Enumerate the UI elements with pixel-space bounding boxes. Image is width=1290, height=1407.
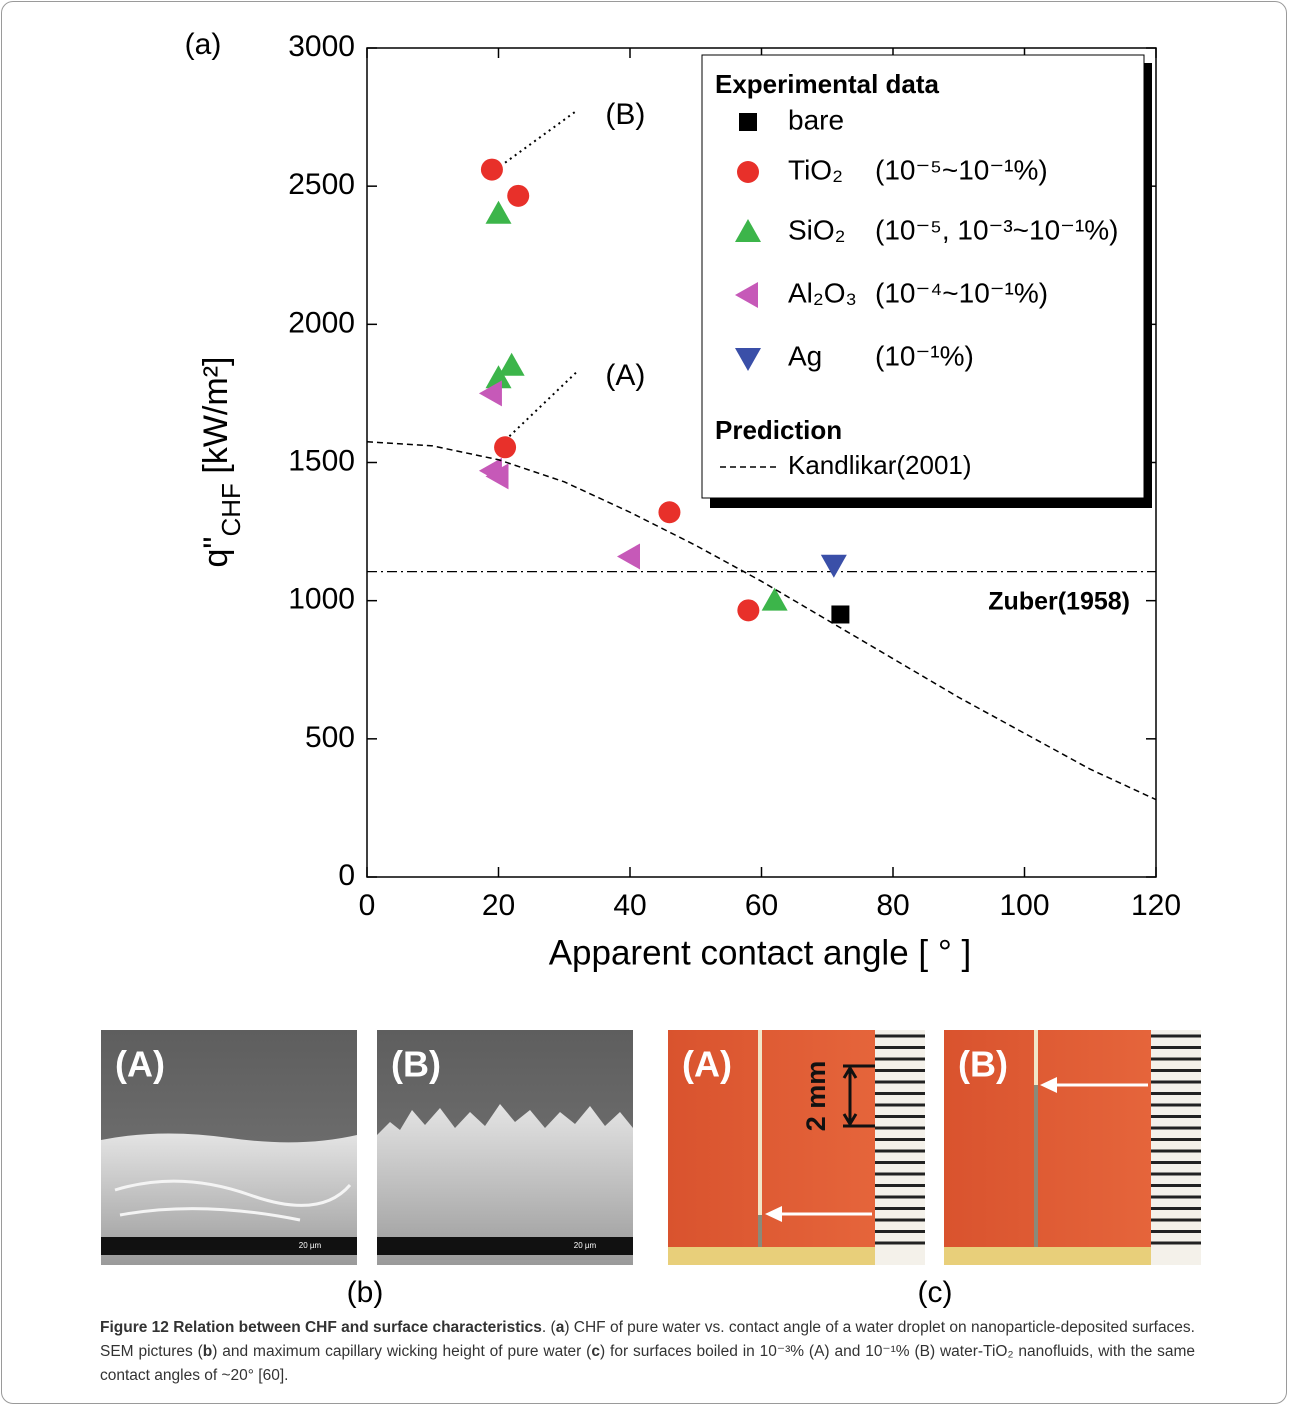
caption: Figure 12 Relation between CHF and surfa… <box>100 1316 1195 1388</box>
marker-square <box>739 113 757 131</box>
ruler-ticks <box>875 1034 925 1245</box>
ruler-ticks <box>1151 1034 1201 1245</box>
guide-line <box>504 370 579 442</box>
x-tick-label: 40 <box>613 889 646 922</box>
marker-triangle-down <box>820 554 847 578</box>
y-tick-label: 1500 <box>288 444 355 477</box>
y-axis-title-part: CHF <box>216 483 246 536</box>
legend-concentration: (10⁻⁵~10⁻¹%) <box>875 154 1048 185</box>
legend-label: Al₂O₃ <box>788 277 857 308</box>
dimension <box>842 1064 875 1128</box>
reference-label: Zuber(1958) <box>988 587 1130 615</box>
legend-label: Kandlikar(2001) <box>788 450 972 480</box>
legend-label: TiO₂ <box>788 154 843 185</box>
caption-run: Figure 12 Relation between CHF and surfa… <box>100 1319 542 1336</box>
y-axis-title-part: [kW/m²] <box>197 357 235 484</box>
marker-triangle-up <box>485 200 512 224</box>
caption-run: c <box>591 1343 600 1360</box>
marker-triangle-left <box>617 543 640 570</box>
image-label: (A) <box>682 1044 732 1085</box>
marker-triangle-up <box>761 587 788 611</box>
marker-triangle-left <box>735 282 758 308</box>
ruler <box>875 1030 925 1265</box>
x-tick-label: 120 <box>1131 889 1181 922</box>
legend-title: Experimental data <box>715 69 940 99</box>
caption-run: ) for surfaces boiled in 10⁻³% (A) and 1… <box>100 1343 1195 1384</box>
guide-line <box>504 109 578 164</box>
panel-label: (a) <box>185 28 222 61</box>
sem-surface <box>377 1104 633 1265</box>
legend-box <box>701 54 1145 499</box>
x-tick-label: 20 <box>482 889 515 922</box>
legend-concentration: (10⁻⁵, 10⁻³~10⁻¹%) <box>875 214 1118 245</box>
scale-text: 20 µm <box>299 1241 322 1250</box>
marker-circle <box>737 599 760 622</box>
marker-circle <box>494 436 517 459</box>
guide-label: (B) <box>605 98 645 131</box>
caption-run: ) CHF of pure water vs. contact angle of… <box>100 1319 1195 1360</box>
marker-triangle-up <box>498 352 525 376</box>
x-tick-label: 0 <box>359 889 376 922</box>
marker-triangle-up <box>735 219 761 242</box>
x-tick-label: 60 <box>745 889 778 922</box>
legend-label: bare <box>788 104 844 135</box>
marker-triangle-left <box>485 463 509 490</box>
sem-texture <box>114 1179 352 1222</box>
guide-label: (A) <box>605 359 645 392</box>
legend-concentration: (10⁻⁴~10⁻¹%) <box>875 277 1048 308</box>
y-tick-label: 1000 <box>288 583 355 616</box>
caption-run: b <box>202 1343 213 1360</box>
legend-title: Prediction <box>715 415 842 445</box>
marker-circle <box>507 184 530 207</box>
scale-bar <box>377 1237 633 1255</box>
scale-bar <box>101 1237 357 1255</box>
y-tick-label: 2500 <box>288 168 355 201</box>
y-tick-label: 3000 <box>288 30 355 63</box>
image-label: (B) <box>958 1044 1008 1085</box>
prediction-curve <box>366 441 1157 801</box>
arrow-head <box>765 1206 782 1222</box>
legend-label: SiO₂ <box>788 214 846 245</box>
liquid <box>944 1247 1201 1265</box>
panel-label: (b) <box>347 1276 384 1309</box>
marker-circle <box>480 158 503 181</box>
legend-concentration: (10⁻¹%) <box>875 340 974 371</box>
ruler <box>1151 1030 1201 1265</box>
x-axis-title: Apparent contact angle [ ° ] <box>549 933 972 972</box>
marker-square <box>831 605 850 624</box>
y-axis-title-part: q" <box>197 536 235 567</box>
marker-triangle-down <box>735 348 761 371</box>
caption-run: . ( <box>541 1319 556 1336</box>
y-tick-label: 0 <box>338 859 355 892</box>
caption-run: ) and maximum capillary wicking height o… <box>212 1343 592 1360</box>
y-axis-title: q"CHF [kW/m²] <box>197 357 246 568</box>
scale-text: 20 µm <box>574 1241 597 1250</box>
image-label: (B) <box>391 1044 441 1085</box>
caption-run: a <box>555 1319 565 1336</box>
panel-label: (c) <box>918 1276 953 1309</box>
marker-triangle-up <box>485 365 512 389</box>
x-tick-label: 100 <box>999 889 1049 922</box>
marker-circle <box>658 501 681 524</box>
x-tick-label: 80 <box>876 889 909 922</box>
image-label: (A) <box>115 1044 165 1085</box>
marker-triangle-left <box>478 380 502 407</box>
sem-surface <box>101 1133 357 1265</box>
scale-text: 2 mm <box>801 1061 831 1132</box>
marker-circle <box>737 161 759 183</box>
legend-label: Ag <box>788 340 822 371</box>
y-tick-label: 500 <box>305 721 355 754</box>
arrow-head <box>1040 1077 1057 1093</box>
photo-panels <box>101 1030 1201 1265</box>
y-tick-label: 2000 <box>288 306 355 339</box>
liquid <box>668 1247 925 1265</box>
figure: (a) Apparent contact angle [ ° ] (A) (B)… <box>101 28 1201 1309</box>
